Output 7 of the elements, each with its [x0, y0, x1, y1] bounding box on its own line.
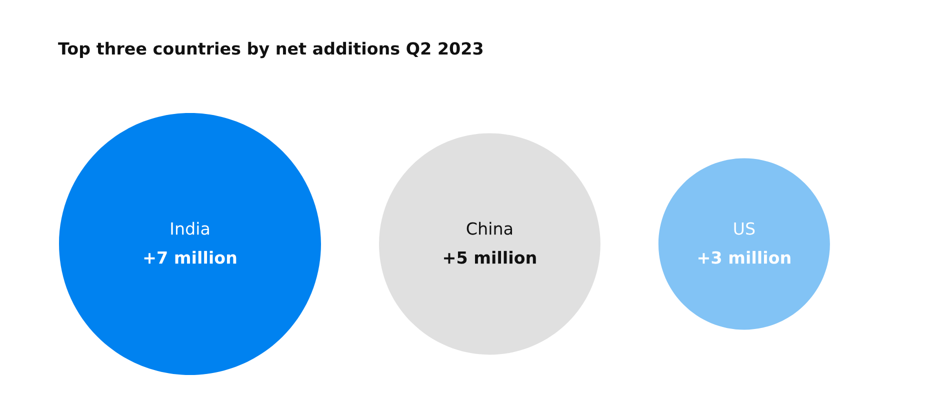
category-label: US: [734, 222, 755, 235]
data-label: +7 million: [144, 250, 236, 264]
text: Top three countries by net additions Q2 2023: [58, 42, 482, 58]
category-label: India: [171, 222, 209, 235]
category-label: China: [466, 222, 512, 235]
data-label: +3 million: [698, 250, 790, 264]
data-label: +5 million: [444, 250, 536, 264]
